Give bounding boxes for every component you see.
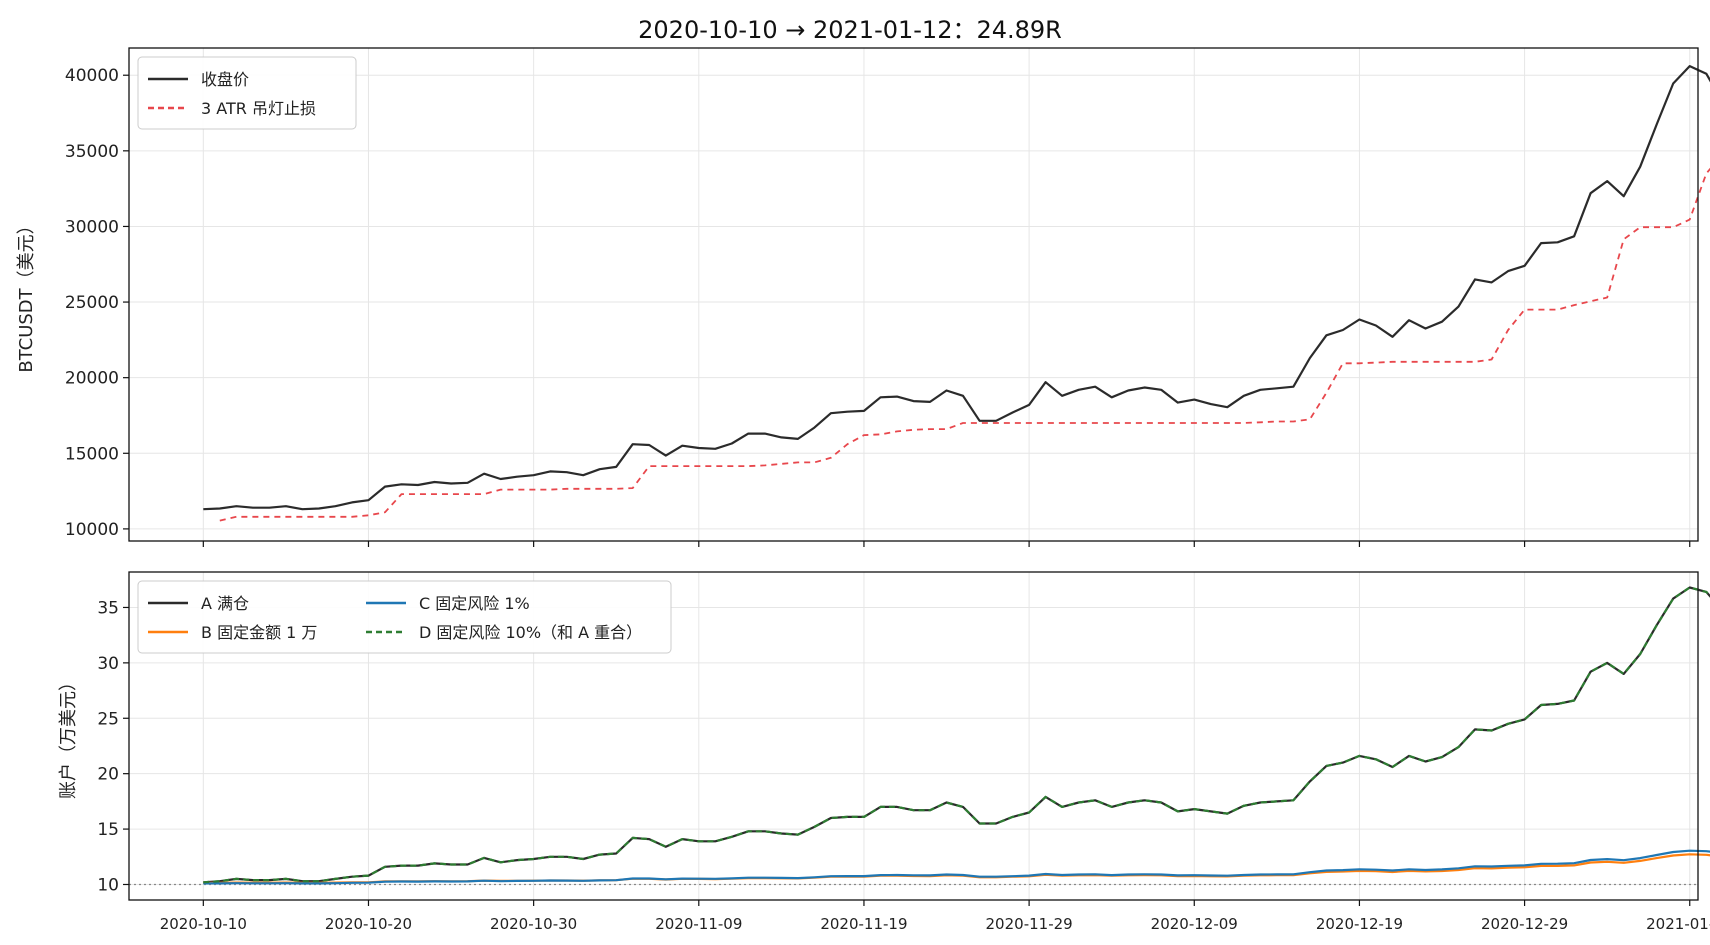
y-axis-label: BTCUSDT（美元）: [16, 216, 37, 372]
y-tick-label: 15: [97, 820, 119, 840]
y-tick-label: 20000: [65, 369, 119, 389]
x-tick-label: 2020-12-19: [1316, 915, 1403, 933]
legend-box: [137, 580, 672, 654]
legend-label: 收盘价: [201, 70, 249, 89]
y-tick-label: 25000: [65, 293, 119, 313]
x-tick-label: 2021-01-08: [1646, 915, 1710, 933]
legend-label: A 满仓: [201, 594, 249, 613]
chart-title: 2020-10-10 → 2021-01-12：24.89R: [638, 16, 1062, 44]
legend-label: 3 ATR 吊灯止损: [201, 99, 316, 118]
y-axis-label: 账户（万美元）: [58, 673, 79, 799]
legend-label: C 固定风险 1%: [419, 594, 530, 613]
legend-label: B 固定金额 1 万: [201, 623, 317, 642]
series-line-1: [203, 853, 1710, 884]
legend: A 满仓 B 固定金额 1 万 C 固定风险 1% D 固定风险 10%（和 A 重合…: [137, 580, 672, 654]
y-tick-label: 40000: [65, 66, 119, 86]
series-line-2: [203, 849, 1710, 885]
x-tick-label: 2020-10-10: [160, 915, 247, 933]
price-panel: 10000 15000 20000 25000 30000 35000 40000 BTCUS…: [16, 47, 1710, 547]
x-tick-label: 2020-11-19: [820, 915, 907, 933]
y-tick-label: 30: [97, 654, 119, 674]
y-tick-label: 30000: [65, 217, 119, 237]
y-tick-label: 15000: [65, 444, 119, 464]
account-panel: 10 15 20 25 30 35 2020-10-10 2020-10-20 2020-10-…: [58, 571, 1710, 933]
y-tick-label: 20: [97, 765, 119, 785]
x-tick-label: 2020-11-29: [986, 915, 1073, 933]
x-tick-label: 2020-11-09: [655, 915, 742, 933]
plot-frame: [128, 47, 1699, 542]
plot-frame: [128, 571, 1699, 901]
series-line-1: [219, 167, 1710, 522]
y-tick-label: 10: [97, 875, 119, 895]
x-tick-label: 2020-10-20: [325, 915, 412, 933]
x-tick-label: 2020-12-09: [1151, 915, 1238, 933]
series-line-0: [203, 64, 1710, 511]
x-tick-label: 2020-10-30: [490, 915, 577, 933]
y-tick-label: 35: [97, 598, 119, 618]
y-tick-label: 25: [97, 709, 119, 729]
y-tick-label: 35000: [65, 142, 119, 162]
legend-box: [137, 56, 357, 130]
series-line-3: [203, 586, 1710, 884]
x-tick-label: 2020-12-29: [1481, 915, 1568, 933]
legend: 收盘价 3 ATR 吊灯止损: [137, 56, 357, 130]
legend-label: D 固定风险 10%（和 A 重合）: [419, 623, 642, 642]
y-tick-label: 10000: [65, 520, 119, 540]
